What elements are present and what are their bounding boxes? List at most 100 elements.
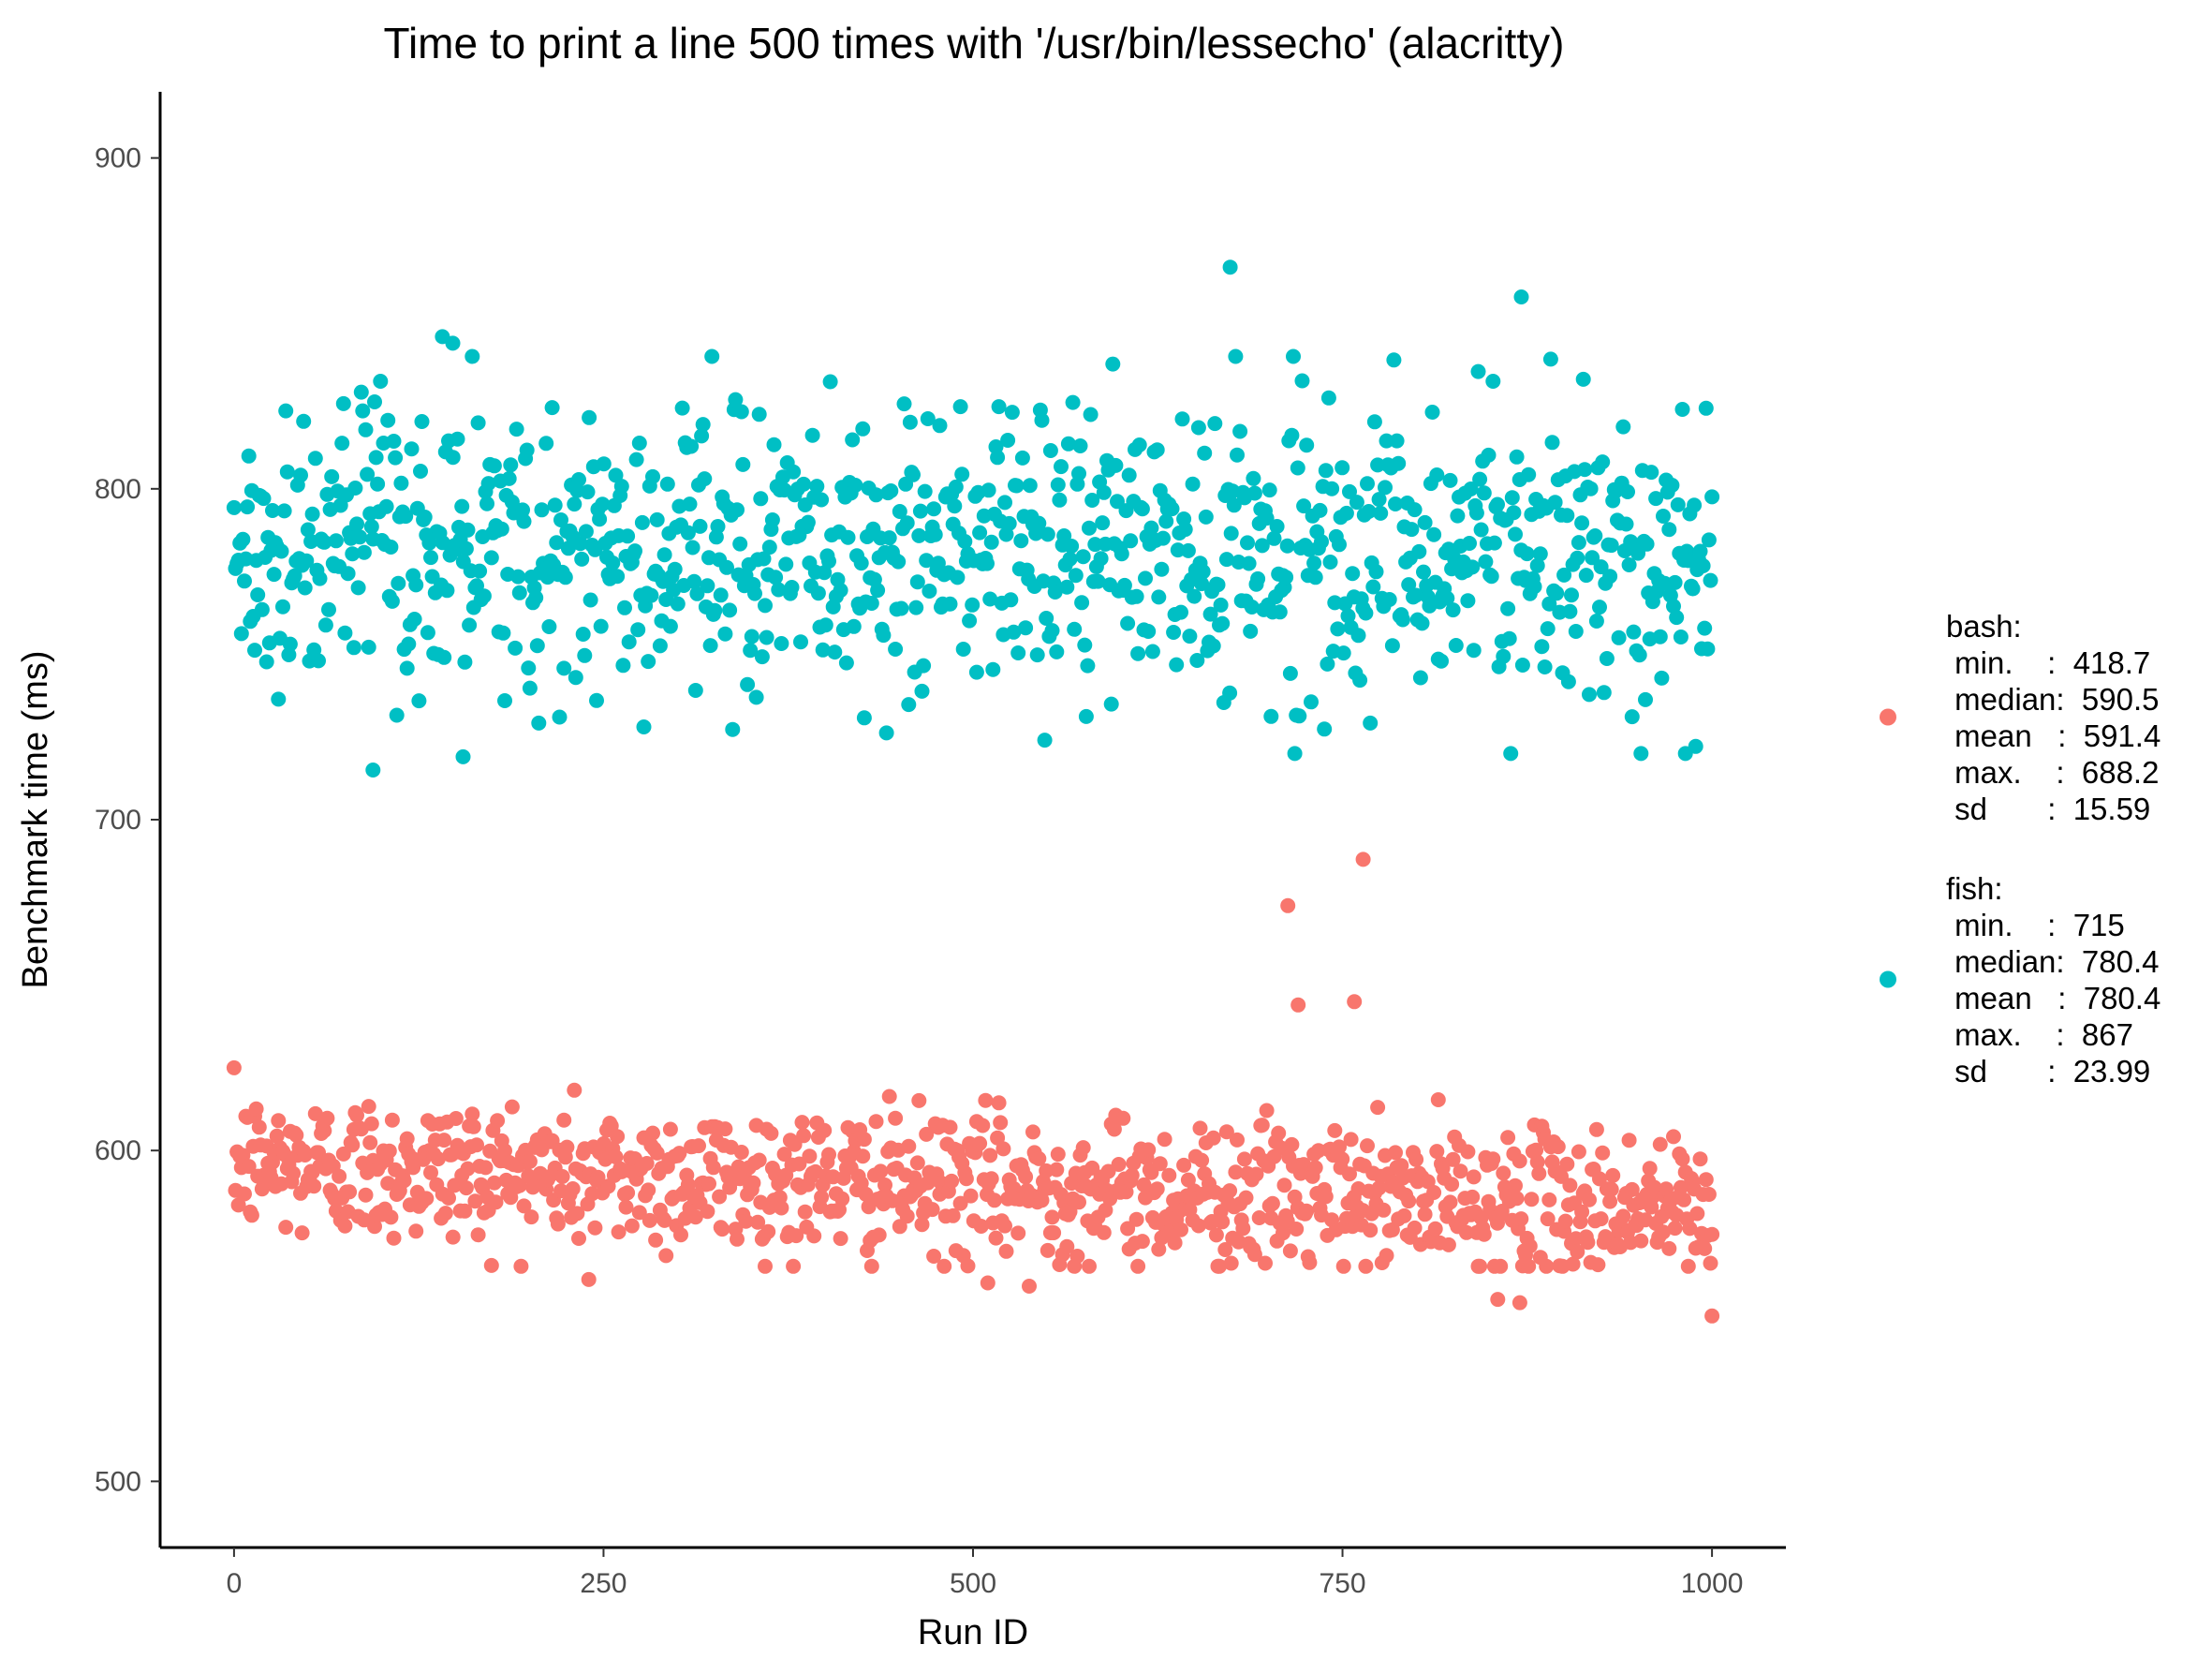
bash-point (1235, 1221, 1251, 1237)
bash-point (1524, 1192, 1540, 1207)
fish-point (1667, 574, 1683, 590)
bash-point (1508, 1178, 1523, 1193)
fish-point (247, 643, 262, 659)
bash-point (1327, 1122, 1343, 1138)
bash-point (1605, 1167, 1621, 1183)
fish-point (774, 636, 789, 651)
fish-point (465, 348, 480, 364)
fish-point (1521, 467, 1537, 482)
fish-point (990, 450, 1006, 466)
fish-point (411, 693, 427, 709)
bash-point (952, 1195, 968, 1211)
bash-point (1376, 1202, 1392, 1218)
bash-point (1676, 1192, 1692, 1207)
fish-point (439, 583, 455, 599)
bash-point (645, 1125, 660, 1141)
fish-point (840, 529, 856, 545)
bash-point (381, 1143, 397, 1159)
fish-point (722, 602, 738, 618)
bash-point (1661, 1240, 1677, 1256)
fish-point (1476, 485, 1492, 501)
bash-point (924, 1202, 940, 1218)
fish-point (1318, 463, 1334, 479)
fish-point (340, 566, 356, 582)
fish-point (810, 585, 826, 601)
legend-text-line: sd : 15.59 (1946, 792, 2150, 826)
fish-point (1401, 577, 1417, 593)
fish-point (981, 482, 996, 498)
bash-point (892, 1219, 907, 1235)
bash-point (380, 1176, 396, 1192)
fish-point (279, 464, 295, 480)
x-tick-label: 1000 (1681, 1568, 1744, 1599)
bash-point (1299, 1203, 1315, 1219)
fish-point (250, 587, 266, 602)
fish-point (494, 521, 509, 537)
fish-point (552, 709, 568, 725)
fish-point (1330, 621, 1346, 637)
fish-point (1291, 708, 1307, 724)
bash-point (1289, 1222, 1305, 1237)
bash-point (1394, 1158, 1409, 1174)
fish-point (1054, 459, 1069, 475)
bash-point (856, 1132, 872, 1148)
x-tick-label: 750 (1320, 1568, 1366, 1599)
fish-point (596, 456, 612, 472)
fish-point (1386, 352, 1402, 368)
fish-point (764, 512, 780, 527)
fish-point (383, 540, 399, 555)
x-tick-label: 250 (580, 1568, 627, 1599)
fish-point (1638, 691, 1653, 707)
bash-point (673, 1227, 688, 1243)
fish-point (1568, 624, 1584, 639)
bash-point (1571, 1144, 1586, 1160)
fish-point (656, 547, 672, 563)
bash-point (776, 1147, 792, 1163)
bash-point (1302, 1254, 1318, 1270)
fish-point (674, 400, 690, 416)
fish-point (404, 441, 420, 457)
fish-point (462, 617, 478, 633)
fish-point (240, 499, 256, 515)
fish-point (1363, 715, 1379, 731)
bash-point (1282, 1243, 1298, 1259)
fish-point (1317, 721, 1333, 737)
fish-point (1574, 515, 1590, 531)
fish-point (1578, 568, 1594, 584)
bash-point (1667, 1221, 1683, 1237)
bash-point (1698, 1172, 1714, 1188)
bash-point (349, 1107, 364, 1123)
fish-point (1259, 511, 1275, 526)
fish-point (682, 496, 698, 512)
fish-point (557, 570, 573, 585)
legend-entry-bash: bash: min. : 418.7 median: 590.5 mean : … (1880, 609, 2160, 826)
fish-point (1287, 746, 1303, 762)
fish-point (1290, 460, 1305, 476)
fish-point (1158, 513, 1174, 529)
fish-point (367, 394, 382, 409)
fish-point (613, 479, 629, 495)
bash-point (730, 1231, 745, 1247)
fish-point (1131, 437, 1147, 452)
fish-point (582, 409, 597, 425)
fish-point (1394, 612, 1410, 628)
bash-point (1318, 1189, 1334, 1205)
fish-point (615, 658, 631, 674)
bash-point (751, 1152, 767, 1168)
fish-point (454, 498, 470, 514)
fish-point (1174, 411, 1190, 427)
fish-point (909, 574, 925, 590)
bash-point (567, 1082, 582, 1098)
bash-point (963, 1188, 979, 1204)
bash-point (483, 1257, 499, 1273)
fish-point (743, 643, 759, 659)
bash-point (975, 1118, 991, 1133)
bash-point (488, 1194, 504, 1210)
fish-point (892, 504, 907, 519)
fish-point (1082, 520, 1097, 536)
bash-point (1430, 1092, 1446, 1107)
bash-point (901, 1138, 917, 1154)
fish-point (544, 400, 560, 416)
bash-point (565, 1181, 581, 1196)
fish-point (1537, 659, 1553, 674)
